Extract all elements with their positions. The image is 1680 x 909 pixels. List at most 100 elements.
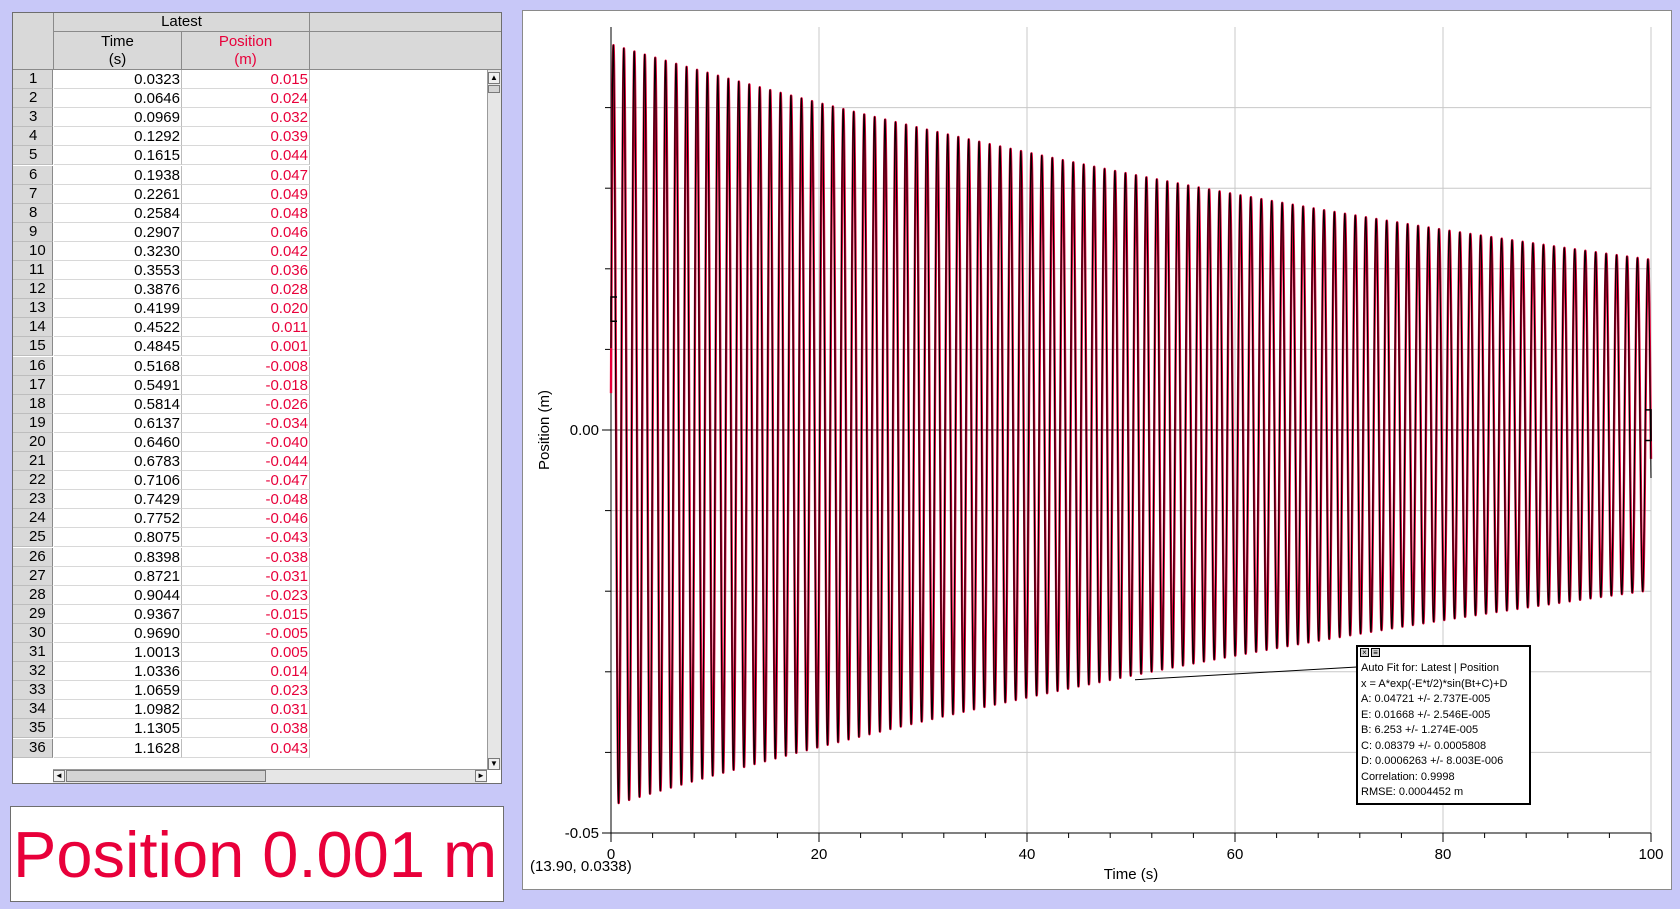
empty-cell[interactable] <box>310 433 487 452</box>
empty-cell[interactable] <box>310 681 487 700</box>
position-cell[interactable]: 0.028 <box>182 280 310 300</box>
horizontal-scrollbar[interactable]: ◄ ► <box>53 769 487 783</box>
empty-cell[interactable] <box>310 548 487 567</box>
table-row[interactable]: 36 1.1628 0.043 <box>13 738 501 758</box>
row-number[interactable]: 24 <box>13 509 53 529</box>
table-row[interactable]: 28 0.9044 -0.023 <box>13 585 501 605</box>
fit-range-start-bracket[interactable] <box>610 296 617 322</box>
options-icon[interactable]: ≡ <box>1371 648 1380 657</box>
table-row[interactable]: 8 0.2584 0.048 <box>13 203 501 223</box>
time-cell[interactable]: 0.0969 <box>54 108 182 128</box>
position-cell[interactable]: 0.005 <box>182 643 310 662</box>
time-cell[interactable]: 0.9044 <box>54 585 182 605</box>
time-cell[interactable]: 0.5491 <box>54 375 182 395</box>
row-number[interactable]: 31 <box>13 643 53 662</box>
empty-cell[interactable] <box>310 204 487 223</box>
table-row[interactable]: 15 0.4845 0.001 <box>13 337 501 357</box>
table-row[interactable]: 2 0.0646 0.024 <box>13 89 501 109</box>
position-cell[interactable]: -0.043 <box>182 528 310 548</box>
row-number[interactable]: 17 <box>13 375 53 395</box>
table-row[interactable]: 24 0.7752 -0.046 <box>13 509 501 529</box>
table-row[interactable]: 1 0.0323 0.015 <box>13 70 501 89</box>
time-cell[interactable]: 1.0659 <box>54 681 182 701</box>
row-number[interactable]: 22 <box>13 471 53 491</box>
empty-cell[interactable] <box>310 643 487 662</box>
time-cell[interactable]: 0.6460 <box>54 432 182 452</box>
position-cell[interactable]: 0.011 <box>182 318 310 338</box>
row-number[interactable]: 30 <box>13 623 53 643</box>
time-cell[interactable]: 0.2584 <box>54 203 182 223</box>
empty-cell[interactable] <box>310 719 487 738</box>
row-number[interactable]: 6 <box>13 165 53 185</box>
position-cell[interactable]: 0.032 <box>182 108 310 128</box>
position-cell[interactable]: 0.047 <box>182 165 310 185</box>
row-number[interactable]: 1 <box>13 70 53 89</box>
row-number[interactable]: 35 <box>13 719 53 739</box>
row-number[interactable]: 32 <box>13 662 53 682</box>
time-cell[interactable]: 0.7106 <box>54 471 182 491</box>
position-cell[interactable]: -0.048 <box>182 490 310 510</box>
position-column-header[interactable]: Position (m) <box>182 32 310 70</box>
table-row[interactable]: 7 0.2261 0.049 <box>13 184 501 204</box>
row-number[interactable]: 27 <box>13 566 53 586</box>
vertical-scrollbar[interactable]: ▲ ▼ <box>487 70 501 770</box>
row-number[interactable]: 3 <box>13 108 53 128</box>
position-cell[interactable]: 0.043 <box>182 738 310 758</box>
row-number[interactable]: 11 <box>13 261 53 280</box>
table-row[interactable]: 34 1.0982 0.031 <box>13 700 501 720</box>
table-row[interactable]: 16 0.5168 -0.008 <box>13 356 501 376</box>
table-row[interactable]: 10 0.3230 0.042 <box>13 241 501 261</box>
position-cell[interactable]: -0.018 <box>182 375 310 395</box>
row-number[interactable]: 8 <box>13 203 53 223</box>
position-cell[interactable]: -0.046 <box>182 509 310 529</box>
empty-cell[interactable] <box>310 146 487 165</box>
close-icon[interactable]: × <box>1360 648 1369 657</box>
time-cell[interactable]: 0.1938 <box>54 165 182 185</box>
time-cell[interactable]: 1.0336 <box>54 662 182 682</box>
empty-cell[interactable] <box>310 127 487 146</box>
time-cell[interactable]: 1.0982 <box>54 700 182 720</box>
empty-cell[interactable] <box>310 280 487 299</box>
table-row[interactable]: 33 1.0659 0.023 <box>13 681 501 701</box>
position-cell[interactable]: -0.015 <box>182 604 310 624</box>
position-cell[interactable]: -0.031 <box>182 566 310 586</box>
row-number[interactable]: 33 <box>13 681 53 701</box>
empty-cell[interactable] <box>310 395 487 414</box>
position-cell[interactable]: -0.008 <box>182 356 310 376</box>
time-cell[interactable]: 1.1305 <box>54 719 182 739</box>
empty-cell[interactable] <box>310 376 487 395</box>
row-number[interactable]: 18 <box>13 394 53 414</box>
table-row[interactable]: 3 0.0969 0.032 <box>13 108 501 128</box>
time-cell[interactable]: 0.4845 <box>54 337 182 357</box>
table-row[interactable]: 13 0.4199 0.020 <box>13 299 501 319</box>
row-number[interactable]: 13 <box>13 299 53 319</box>
row-number[interactable]: 29 <box>13 604 53 624</box>
empty-cell[interactable] <box>310 586 487 605</box>
time-cell[interactable]: 0.3553 <box>54 261 182 280</box>
row-number[interactable]: 10 <box>13 241 53 261</box>
position-cell[interactable]: -0.005 <box>182 623 310 643</box>
empty-cell[interactable] <box>310 108 487 127</box>
time-cell[interactable]: 0.7429 <box>54 490 182 510</box>
position-cell[interactable]: -0.044 <box>182 452 310 471</box>
table-row[interactable]: 25 0.8075 -0.043 <box>13 528 501 548</box>
row-number[interactable]: 26 <box>13 547 53 567</box>
empty-cell[interactable] <box>310 89 487 108</box>
empty-cell[interactable] <box>310 242 487 261</box>
time-column-header[interactable]: Time (s) <box>54 32 182 70</box>
position-cell[interactable]: 0.044 <box>182 146 310 166</box>
table-row[interactable]: 26 0.8398 -0.038 <box>13 547 501 567</box>
auto-fit-box[interactable]: × ≡ Auto Fit for: Latest | Position x = … <box>1356 645 1531 805</box>
time-cell[interactable]: 0.8398 <box>54 547 182 567</box>
time-cell[interactable]: 0.4199 <box>54 299 182 319</box>
position-cell[interactable]: 0.036 <box>182 261 310 280</box>
scroll-up-arrow-icon[interactable]: ▲ <box>488 72 500 84</box>
time-cell[interactable]: 0.2907 <box>54 222 182 242</box>
graph-panel[interactable]: 0 20 40 60 80 100 0.00 -0.05 Time (s) Position (m… <box>522 10 1672 890</box>
row-number[interactable]: 14 <box>13 318 53 338</box>
row-number[interactable]: 2 <box>13 89 53 109</box>
scroll-right-arrow-icon[interactable]: ► <box>475 770 487 782</box>
table-row[interactable]: 22 0.7106 -0.047 <box>13 471 501 491</box>
table-row[interactable]: 27 0.8721 -0.031 <box>13 566 501 586</box>
position-cell[interactable]: -0.023 <box>182 585 310 605</box>
